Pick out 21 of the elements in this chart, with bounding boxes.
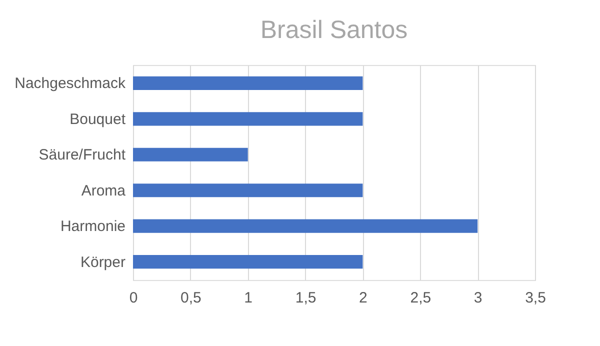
x-tick-label: 3,5	[525, 290, 546, 306]
y-tick-label: Nachgeschmack	[14, 75, 126, 92]
bar	[133, 255, 363, 269]
y-tick-label: Körper	[80, 254, 126, 271]
bar	[133, 219, 478, 233]
bar	[133, 76, 363, 90]
y-tick-label: Säure/Frucht	[38, 146, 126, 164]
y-tick-label: Bouquet	[70, 110, 126, 128]
bar	[133, 184, 363, 198]
y-tick-label: Aroma	[81, 182, 126, 200]
x-tick-label: 2	[359, 290, 368, 306]
x-tick-label: 1,5	[295, 290, 316, 306]
x-tick-label: 0	[129, 290, 138, 306]
chart-title: Brasil Santos	[260, 16, 408, 44]
bar	[133, 148, 248, 162]
y-tick-label: Harmonie	[60, 218, 126, 236]
x-tick-label: 1	[244, 290, 253, 306]
x-tick-label: 3	[474, 290, 482, 306]
bar	[133, 112, 363, 126]
x-tick-label: 2,5	[410, 290, 432, 306]
x-tick-label: 0,5	[180, 290, 202, 306]
